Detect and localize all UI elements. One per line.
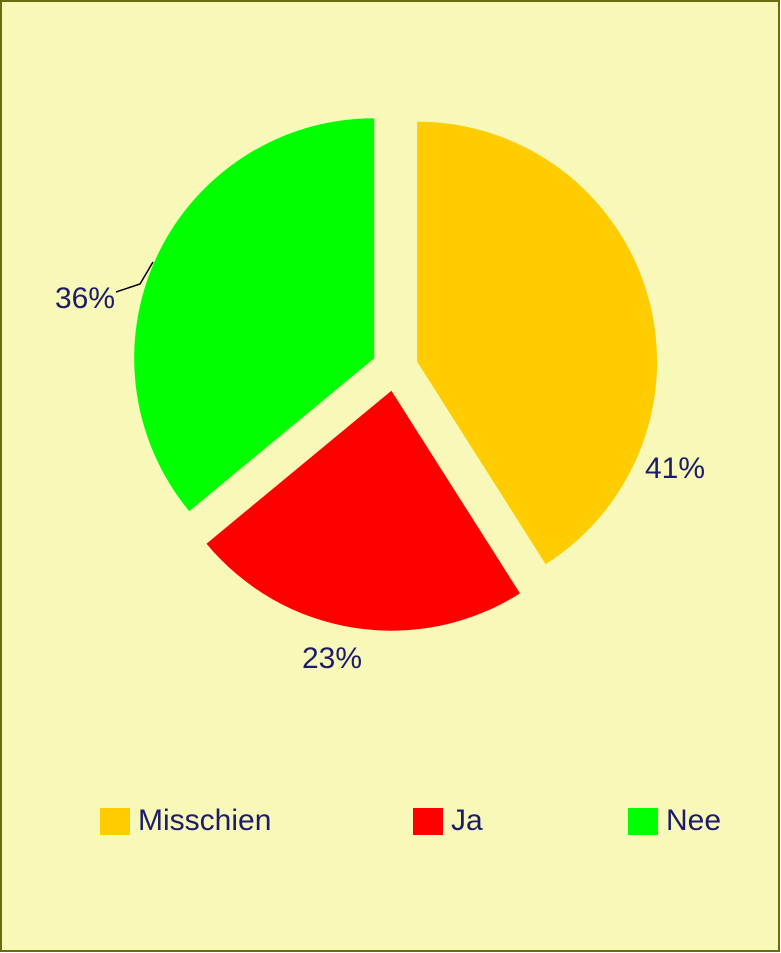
legend-swatch [413, 808, 443, 835]
legend-label: Misschien [138, 804, 271, 837]
pie-slice [206, 390, 521, 631]
leader-line [115, 261, 154, 293]
pie-slice [134, 118, 375, 512]
legend-label: Ja [451, 804, 483, 837]
legend-swatch [100, 808, 130, 835]
data-label: 41% [645, 452, 705, 485]
legend-swatch [628, 808, 658, 835]
data-label: 36% [55, 282, 115, 315]
data-label: 23% [302, 642, 362, 675]
pie-slice [417, 121, 658, 565]
legend-label: Nee [666, 804, 721, 837]
